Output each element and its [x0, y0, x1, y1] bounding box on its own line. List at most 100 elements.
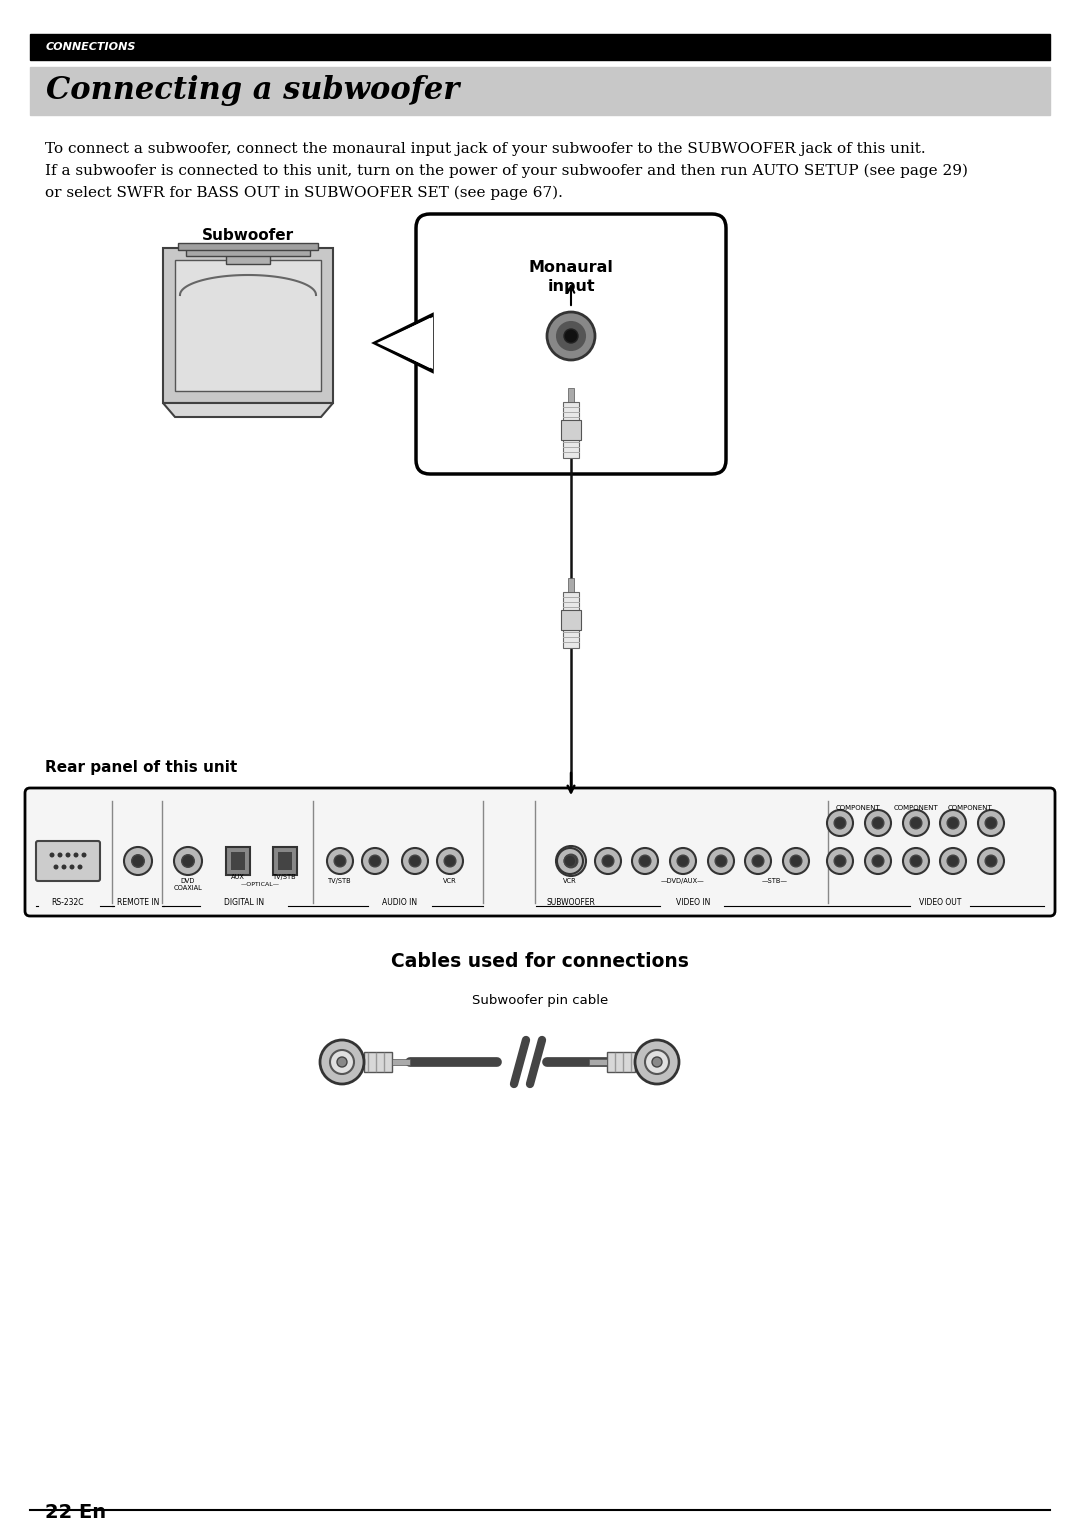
Circle shape	[632, 848, 658, 874]
Circle shape	[320, 1041, 364, 1083]
Circle shape	[791, 855, 801, 867]
Bar	[30, 67, 1050, 114]
Text: CONNECTIONS: CONNECTIONS	[46, 43, 136, 52]
Circle shape	[327, 848, 353, 874]
Circle shape	[330, 1050, 354, 1074]
Circle shape	[978, 848, 1004, 874]
Text: AUX: AUX	[231, 874, 245, 881]
FancyBboxPatch shape	[36, 841, 100, 881]
Text: VIDEO IN: VIDEO IN	[676, 897, 711, 906]
Text: Subwoofer pin cable: Subwoofer pin cable	[472, 993, 608, 1007]
Circle shape	[910, 816, 922, 829]
Circle shape	[369, 855, 381, 867]
Circle shape	[409, 855, 421, 867]
Circle shape	[834, 855, 846, 867]
Text: RS-232C: RS-232C	[52, 897, 84, 906]
Circle shape	[402, 848, 428, 874]
Text: TV/STB: TV/STB	[273, 874, 297, 881]
Bar	[561, 610, 581, 630]
Bar	[568, 578, 573, 592]
Circle shape	[715, 855, 727, 867]
Circle shape	[947, 816, 959, 829]
Circle shape	[978, 810, 1004, 836]
Circle shape	[752, 855, 764, 867]
Bar	[178, 243, 318, 250]
FancyBboxPatch shape	[273, 847, 297, 874]
Bar	[392, 1059, 410, 1065]
Text: SUBWOOFER: SUBWOOFER	[546, 897, 595, 906]
Circle shape	[334, 855, 346, 867]
Text: To connect a subwoofer, connect the monaural input jack of your subwoofer to the: To connect a subwoofer, connect the mona…	[45, 142, 926, 156]
Circle shape	[132, 855, 145, 867]
Bar	[563, 592, 579, 649]
Circle shape	[174, 847, 202, 874]
Circle shape	[444, 855, 456, 867]
Circle shape	[124, 847, 152, 874]
Circle shape	[947, 855, 959, 867]
Circle shape	[635, 1041, 679, 1083]
FancyBboxPatch shape	[416, 214, 726, 475]
Circle shape	[903, 848, 929, 874]
Bar	[231, 852, 245, 870]
Text: —STB—: —STB—	[762, 877, 788, 884]
Bar	[561, 420, 581, 439]
Circle shape	[362, 848, 388, 874]
Text: Monaural
input: Monaural input	[528, 259, 613, 293]
Circle shape	[985, 855, 997, 867]
Circle shape	[62, 865, 67, 870]
Circle shape	[652, 1058, 662, 1067]
Circle shape	[546, 311, 595, 360]
Circle shape	[557, 322, 585, 349]
Circle shape	[603, 855, 613, 867]
Circle shape	[745, 848, 771, 874]
Circle shape	[985, 816, 997, 829]
Text: —OPTICAL—: —OPTICAL—	[241, 882, 280, 887]
Text: Connecting a subwoofer: Connecting a subwoofer	[46, 75, 459, 107]
Text: TV/STB: TV/STB	[328, 877, 352, 884]
Circle shape	[940, 810, 966, 836]
Circle shape	[78, 865, 82, 870]
Circle shape	[827, 848, 853, 874]
Bar	[226, 249, 270, 264]
Circle shape	[670, 848, 696, 874]
Bar	[589, 1059, 607, 1065]
Bar	[30, 34, 1050, 60]
FancyBboxPatch shape	[226, 847, 249, 874]
Bar	[175, 259, 321, 391]
Circle shape	[865, 810, 891, 836]
Circle shape	[873, 855, 883, 867]
Text: COMPONENT: COMPONENT	[893, 806, 939, 810]
Circle shape	[865, 848, 891, 874]
Circle shape	[69, 865, 75, 870]
Text: 22 En: 22 En	[45, 1503, 106, 1521]
Circle shape	[57, 853, 63, 858]
Text: VIDEO OUT: VIDEO OUT	[919, 897, 961, 906]
Circle shape	[556, 845, 586, 876]
FancyBboxPatch shape	[163, 249, 333, 403]
Circle shape	[564, 855, 578, 868]
Bar	[186, 246, 310, 256]
Bar	[364, 1051, 392, 1071]
Text: DVD
COAXIAL: DVD COAXIAL	[174, 877, 202, 891]
Circle shape	[940, 848, 966, 874]
Circle shape	[437, 848, 463, 874]
Text: Cables used for connections: Cables used for connections	[391, 952, 689, 971]
Circle shape	[834, 816, 846, 829]
Circle shape	[564, 330, 578, 343]
Circle shape	[54, 865, 58, 870]
Text: —DVD/AUX—: —DVD/AUX—	[661, 877, 705, 884]
Circle shape	[66, 853, 70, 858]
Circle shape	[873, 816, 883, 829]
Circle shape	[564, 855, 576, 867]
Text: Rear panel of this unit: Rear panel of this unit	[45, 760, 238, 775]
Polygon shape	[163, 403, 333, 417]
Circle shape	[595, 848, 621, 874]
Polygon shape	[375, 314, 432, 371]
Text: COMPONENT: COMPONENT	[836, 806, 880, 810]
Text: AUDIO IN: AUDIO IN	[382, 897, 418, 906]
Circle shape	[557, 848, 583, 874]
FancyBboxPatch shape	[25, 787, 1055, 916]
Circle shape	[181, 855, 194, 867]
Circle shape	[677, 855, 689, 867]
Text: REMOTE IN: REMOTE IN	[117, 897, 159, 906]
